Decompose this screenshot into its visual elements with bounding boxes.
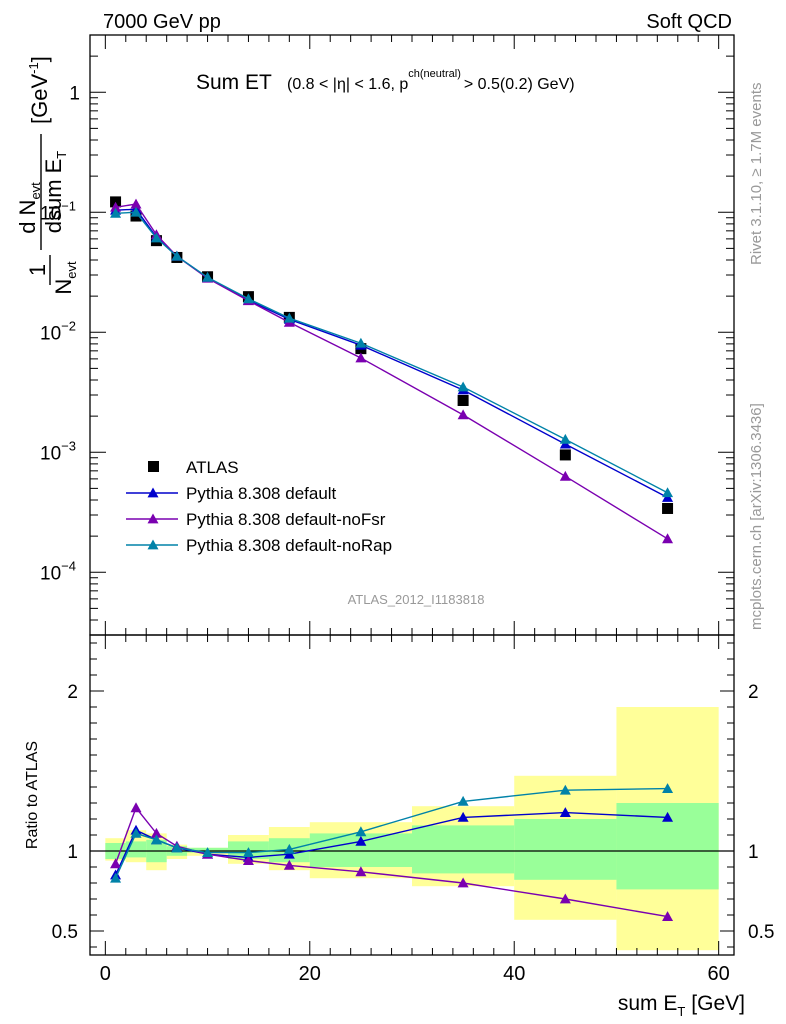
ratio-panel-frame xyxy=(89,634,735,956)
legend-default-marker xyxy=(147,487,159,498)
noFsr-marker xyxy=(559,470,571,481)
noRap-marker xyxy=(662,487,674,498)
plot-title: Sum ET xyxy=(196,71,272,94)
noFsr-marker xyxy=(355,352,367,363)
x-tick-label: 20 xyxy=(299,963,321,985)
noFsr-ratio-marker xyxy=(457,877,469,888)
noFsr-ratio-marker xyxy=(150,827,162,838)
main-y-tick-label: 10−3 xyxy=(40,438,76,464)
noRap-ratio-marker xyxy=(242,847,254,857)
noRap-ratio-marker xyxy=(283,843,295,854)
noRap-ratio-marker xyxy=(150,834,162,845)
noRap-marker xyxy=(559,433,571,444)
noFsr-ratio-marker xyxy=(242,855,254,865)
ratio-y-tick-label-left: 2 xyxy=(67,682,78,703)
legend-noRap-label: Pythia 8.308 default-noRap xyxy=(186,536,392,555)
rivet-version-text: Rivet 3.1.10, ≥ 1.7M events xyxy=(748,83,765,266)
noFsr-ratio-marker xyxy=(110,858,122,869)
noRap-marker xyxy=(150,232,162,243)
noRap-ratio-marker xyxy=(355,826,367,837)
x-tick-label: 60 xyxy=(708,963,730,985)
svg-text:[GeV-1]: [GeV-1] xyxy=(26,56,52,124)
svg-text:Nevt: Nevt xyxy=(51,261,79,295)
noFsr-marker xyxy=(130,198,142,209)
main-y-axis-label: 1 Nevt d Nevt dsum ET [GeV-1] xyxy=(15,56,79,294)
noFsr-ratio-marker xyxy=(355,866,367,877)
atlas-data-point xyxy=(559,449,571,461)
default-ratio-marker xyxy=(457,811,469,822)
noRap-marker xyxy=(457,381,469,392)
legend-noRap-marker xyxy=(147,539,159,550)
legend-noFsr-marker xyxy=(147,513,159,524)
noFsr-ratio-marker xyxy=(559,893,571,904)
default-ratio-marker xyxy=(662,811,674,822)
x-tick-label: 0 xyxy=(100,963,111,985)
ratio-uncertainty-bands xyxy=(90,707,734,951)
noRap-line xyxy=(115,211,668,494)
default-ratio-marker xyxy=(559,807,571,817)
legend-default-label: Pythia 8.308 default xyxy=(186,484,337,503)
noRap-marker xyxy=(130,206,142,217)
header-energy: 7000 GeV pp xyxy=(103,11,221,33)
mcplots-reference-text: mcplots.cern.ch [arXiv:1306.3436] xyxy=(748,403,765,630)
ratio-y-tick-label-right: 1 xyxy=(748,842,759,863)
noRap-ratio-marker xyxy=(202,847,214,857)
noFsr-marker xyxy=(110,201,122,212)
svg-text:dsum ET: dsum ET xyxy=(41,151,69,234)
main-y-tick-label: 1 xyxy=(69,83,80,104)
ratio-y-tick-label-left: 1 xyxy=(67,842,78,863)
ratio-panel-series xyxy=(110,783,674,921)
main-y-tick-label: 10−2 xyxy=(40,318,76,344)
noRap-marker xyxy=(242,293,254,304)
noFsr-ratio-marker xyxy=(130,802,142,813)
noRap-marker xyxy=(202,271,214,282)
noRap-ratio-marker xyxy=(130,827,142,838)
main-y-tick-label: 10−4 xyxy=(40,558,76,584)
svg-text:d Nevt: d Nevt xyxy=(15,182,43,234)
noRap-marker xyxy=(355,337,367,348)
noFsr-ratio-marker xyxy=(283,859,295,870)
noRap-ratio-marker xyxy=(662,783,674,793)
default-line xyxy=(115,208,668,499)
noRap-ratio-marker xyxy=(171,842,183,853)
ratio-y-tick-label-right: 0.5 xyxy=(748,922,774,943)
atlas-data-point xyxy=(457,394,469,406)
ratio-y-tick-label-right: 2 xyxy=(748,682,759,703)
noRap-ratio-marker xyxy=(559,784,571,795)
legend-atlas-marker xyxy=(148,461,159,472)
ratio-y-axis-label: Ratio to ATLAS xyxy=(24,741,41,849)
x-tick-label: 40 xyxy=(503,963,525,985)
noFsr-marker xyxy=(662,533,674,544)
analysis-id-watermark: ATLAS_2012_I1183818 xyxy=(348,592,485,607)
noRap-marker xyxy=(110,207,122,218)
stat-uncertainty-band xyxy=(412,825,515,874)
atlas-data-point xyxy=(662,502,674,514)
noRap-ratio-marker xyxy=(457,795,469,806)
legend-data-label: ATLAS xyxy=(186,458,239,477)
noFsr-ratio-marker xyxy=(662,911,674,921)
noRap-marker xyxy=(283,312,295,323)
header-category: Soft QCD xyxy=(646,11,732,33)
noRap-marker xyxy=(171,250,183,261)
axes: 0 20 40 60 1 10−1 10−2 10−3 10−4 0.5 0.5 1 1 2 2 xyxy=(40,34,774,985)
ratio-y-tick-label-left: 0.5 xyxy=(52,922,78,943)
plot-cuts: (0.8 < |η| < 1.6, pch(neutral)> 0.5(0.2)… xyxy=(287,68,575,93)
svg-text:1: 1 xyxy=(25,264,50,276)
stat-uncertainty-band xyxy=(514,819,617,880)
main-panel-series xyxy=(110,196,674,544)
noFsr-marker xyxy=(457,409,469,420)
legend: ATLAS Pythia 8.308 default Pythia 8.308 de… xyxy=(126,458,392,555)
x-axis-label: sum ET [GeV] xyxy=(618,992,745,1019)
default-ratio-marker xyxy=(355,835,367,846)
noRap-ratio-marker xyxy=(110,872,122,883)
main-y-tick-label: 10−1 xyxy=(40,198,76,224)
legend-noFsr-label: Pythia 8.308 default-noFsr xyxy=(186,510,386,529)
